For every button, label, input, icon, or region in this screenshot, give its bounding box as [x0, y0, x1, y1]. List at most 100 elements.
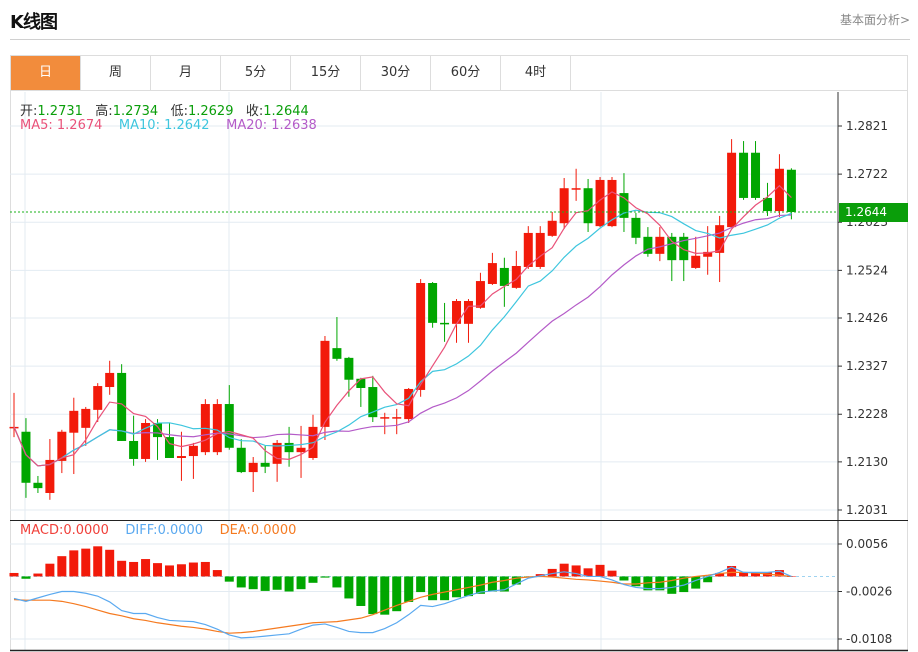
candle-body: [452, 300, 462, 324]
tab-month[interactable]: 月: [151, 56, 221, 90]
tab-week[interactable]: 周: [81, 56, 151, 90]
price-tick-label: 1.2821: [846, 119, 888, 133]
candle-body: [105, 372, 115, 388]
macd-bar: [440, 576, 450, 601]
candle-body: [595, 179, 605, 227]
close-label: 收:: [245, 104, 264, 119]
macd-bar: [57, 556, 67, 577]
candle-body: [559, 188, 569, 224]
macd-bar: [786, 576, 796, 577]
dea-line: [13, 571, 792, 634]
macd-bar: [679, 576, 689, 593]
candle-body: [272, 442, 282, 464]
macd-bar: [715, 572, 725, 577]
candle-body: [284, 442, 294, 453]
macd-bar: [404, 576, 414, 602]
macd-bar: [416, 576, 426, 593]
tab-5min[interactable]: 5分: [221, 56, 291, 90]
ma-info: MA5: 1.2674 MA10: 1.2642 MA20: 1.2638: [20, 118, 317, 133]
candle-body: [81, 408, 91, 428]
ma10-line: [13, 209, 792, 467]
macd-bar: [739, 572, 749, 577]
macd-bar: [236, 576, 246, 588]
macd-bar: [129, 561, 139, 577]
candle-body: [667, 236, 677, 261]
candle-body: [188, 445, 198, 457]
macd-bar: [547, 568, 557, 577]
macd-bar: [356, 576, 366, 606]
tab-30min[interactable]: 30分: [361, 56, 431, 90]
candle-body: [511, 265, 521, 288]
macd-bar: [188, 562, 198, 577]
macd-bar: [619, 576, 629, 581]
macd-bar: [33, 573, 43, 577]
macd-bar: [200, 561, 210, 577]
candle-body: [21, 431, 31, 483]
candle-body: [69, 410, 79, 433]
candle-body: [93, 386, 103, 410]
tab-15min[interactable]: 15分: [291, 56, 361, 90]
macd-bar: [463, 576, 473, 597]
candle-body: [141, 422, 151, 459]
candle-body: [499, 267, 509, 286]
ma5-line: [13, 184, 792, 467]
macd-bar: [655, 576, 665, 591]
candle-body: [392, 417, 402, 419]
candle-body: [380, 417, 390, 419]
ma10-value: MA10: 1.2642: [118, 118, 210, 133]
macd-bar: [499, 576, 509, 592]
price-tick-label: 1.2130: [846, 455, 888, 469]
price-tick-label: 1.2722: [846, 167, 888, 181]
candle-body: [583, 188, 593, 224]
candle-body: [607, 179, 617, 227]
macd-bar: [117, 560, 127, 577]
candle-body: [260, 462, 270, 467]
macd-bar: [487, 576, 497, 592]
macd-tick-label: -0.0108: [846, 632, 892, 646]
macd-bar: [296, 576, 306, 590]
page-title: K线图: [10, 12, 58, 33]
candle-body: [176, 456, 186, 458]
current-price-label: 1.2644: [839, 203, 908, 222]
price-tick-label: 1.2524: [846, 263, 888, 277]
candle-body: [129, 440, 139, 459]
diff-line: [13, 566, 792, 639]
open-value: 1.2731: [37, 104, 83, 119]
macd-tick-label: 0.0056: [846, 537, 888, 551]
macd-bar: [320, 576, 330, 578]
candle-body: [655, 236, 665, 254]
macd-bar: [332, 576, 342, 588]
candle-body: [164, 437, 174, 458]
macd-bar: [212, 570, 222, 577]
candle-body: [691, 255, 701, 268]
candle-body: [212, 404, 222, 453]
macd-bar: [308, 576, 318, 583]
low-value: 1.2629: [187, 104, 234, 119]
macd-bar: [93, 546, 103, 577]
high-label: 高:: [95, 104, 113, 119]
candle-body: [643, 236, 653, 254]
ohlc-info: 开:1.2731 高:1.2734 低:1.2629 收:1.2644: [20, 100, 309, 119]
price-tick-label: 1.2426: [846, 311, 888, 325]
candle-body: [332, 348, 342, 359]
macd-bar: [81, 548, 91, 577]
tab-day[interactable]: 日: [11, 56, 81, 90]
candle-body: [356, 378, 366, 388]
macd-bar: [69, 550, 79, 577]
candle-body: [535, 232, 545, 267]
candle-body: [117, 372, 127, 441]
macd-bar: [380, 576, 390, 615]
price-tick-label: 1.2031: [846, 503, 888, 517]
macd-bar: [667, 576, 677, 594]
candle-body: [416, 283, 426, 390]
candle-body: [236, 447, 246, 473]
tab-4hour[interactable]: 4时: [501, 56, 571, 90]
candle-body: [715, 225, 725, 253]
candle-body: [404, 388, 414, 420]
ma5-value: MA5: 1.2674: [20, 118, 103, 133]
chart-frame: [10, 91, 908, 651]
tab-60min[interactable]: 60分: [431, 56, 501, 90]
macd-bar: [691, 576, 701, 589]
fundamental-analysis-link[interactable]: 基本面分析>: [839, 13, 910, 27]
